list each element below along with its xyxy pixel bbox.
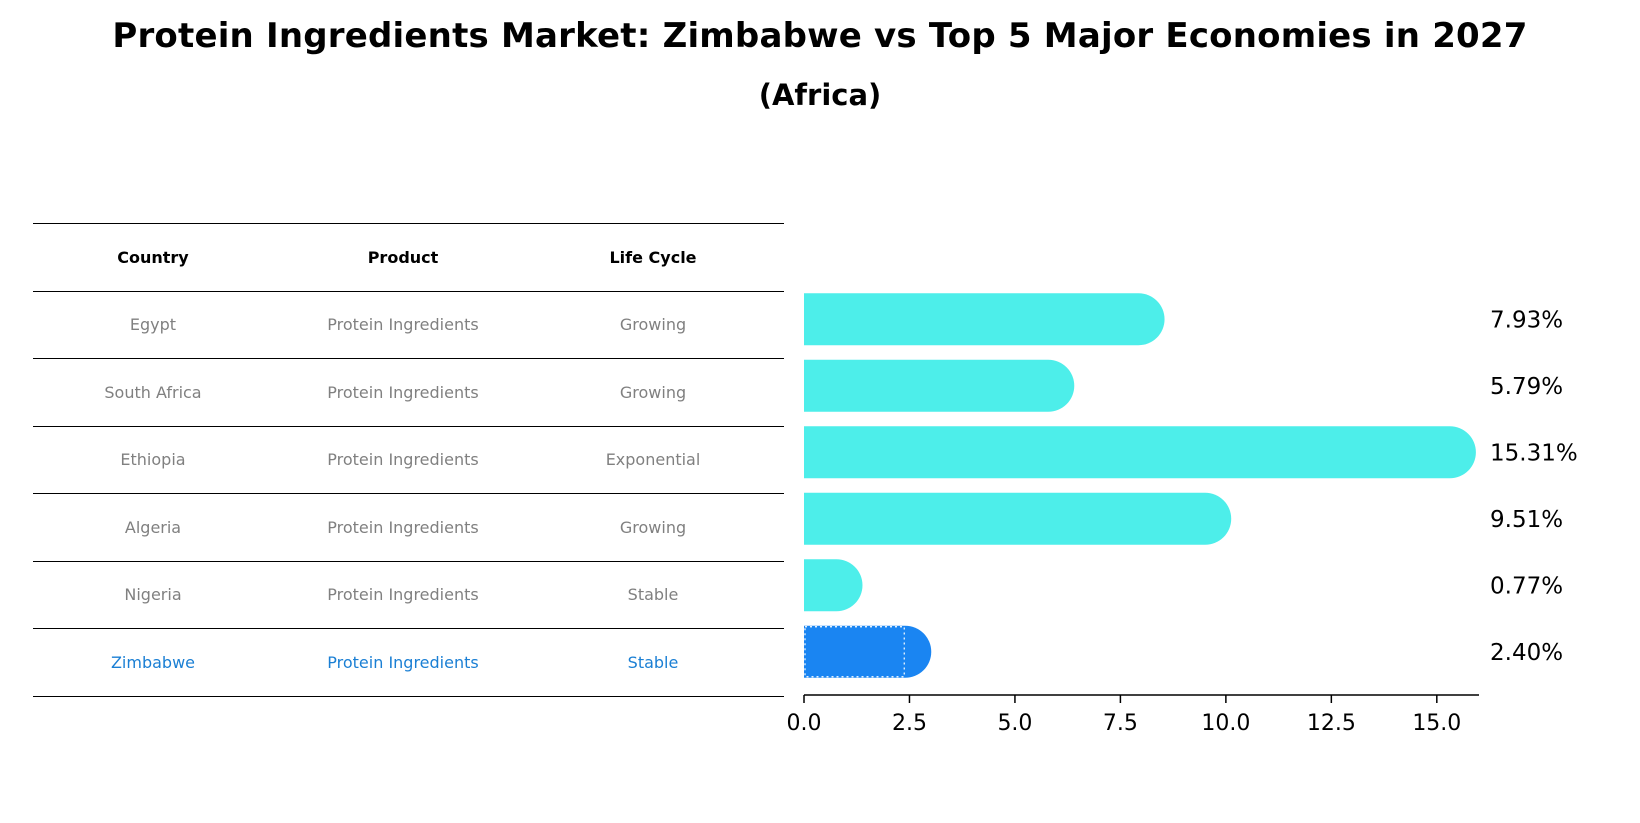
header-country: Country	[117, 247, 189, 267]
cell-product: Protein Ingredients	[327, 585, 479, 605]
x-tick-label: 2.5	[892, 711, 927, 736]
header-life-cycle: Life Cycle	[609, 247, 697, 267]
cell-life-cycle: Stable	[627, 585, 679, 605]
table-row: South Africa Protein Ingredients Growing	[33, 358, 784, 426]
cell-product: Protein Ingredients	[327, 315, 479, 335]
bar-value-label: 2.40%	[1490, 640, 1563, 666]
bar-value-label: 15.31%	[1490, 440, 1578, 466]
header-product: Product	[367, 247, 439, 267]
bar-value-label: 0.77%	[1490, 573, 1563, 599]
x-tick-label: 7.5	[1103, 711, 1138, 736]
table-header-row: Country Product Life Cycle	[33, 223, 784, 291]
x-tick-label: 15.0	[1412, 711, 1461, 736]
bar-ethiopia	[804, 426, 1476, 479]
data-table: Country Product Life Cycle Egypt Protein…	[33, 223, 784, 697]
cell-life-cycle: Growing	[619, 315, 687, 335]
x-tick-label: 10.0	[1201, 711, 1250, 736]
cell-country: Ethiopia	[120, 450, 186, 470]
table-row: Nigeria Protein Ingredients Stable	[33, 560, 784, 629]
cell-country: South Africa	[104, 382, 202, 402]
bar-algeria	[804, 492, 1232, 545]
bar-zimbabwe	[804, 625, 932, 678]
cell-country: Zimbabwe	[110, 652, 196, 672]
cell-product: Protein Ingredients	[327, 517, 479, 537]
bar-value-label: 5.79%	[1490, 374, 1563, 400]
cell-product: Protein Ingredients	[327, 382, 479, 402]
x-tick-label: 5.0	[997, 711, 1032, 736]
cell-life-cycle: Growing	[619, 517, 687, 537]
bar-nigeria	[804, 559, 863, 612]
cell-life-cycle: Stable	[627, 652, 679, 672]
table-row: Egypt Protein Ingredients Growing	[33, 290, 784, 359]
table-row: Algeria Protein Ingredients Growing	[33, 493, 784, 561]
chart-subtitle: (Africa)	[758, 78, 882, 112]
cell-product: Protein Ingredients	[327, 450, 479, 470]
table-row-highlighted: Zimbabwe Protein Ingredients Stable	[33, 628, 784, 697]
bar-egypt	[804, 293, 1165, 346]
chart-title: Protein Ingredients Market: Zimbabwe vs …	[112, 16, 1528, 56]
cell-life-cycle: Growing	[619, 382, 687, 402]
table-row: Ethiopia Protein Ingredients Exponential	[33, 425, 784, 494]
cell-country: Nigeria	[124, 585, 182, 605]
cell-country: Egypt	[129, 315, 177, 335]
cell-product: Protein Ingredients	[327, 652, 479, 672]
x-tick-label: 0.0	[787, 711, 822, 736]
bar-south-africa	[804, 359, 1075, 412]
x-tick-label: 12.5	[1307, 711, 1356, 736]
cell-life-cycle: Exponential	[605, 450, 701, 470]
cell-country: Algeria	[124, 517, 182, 537]
bar-value-label: 9.51%	[1490, 507, 1563, 533]
bar-value-label: 7.93%	[1490, 307, 1563, 333]
